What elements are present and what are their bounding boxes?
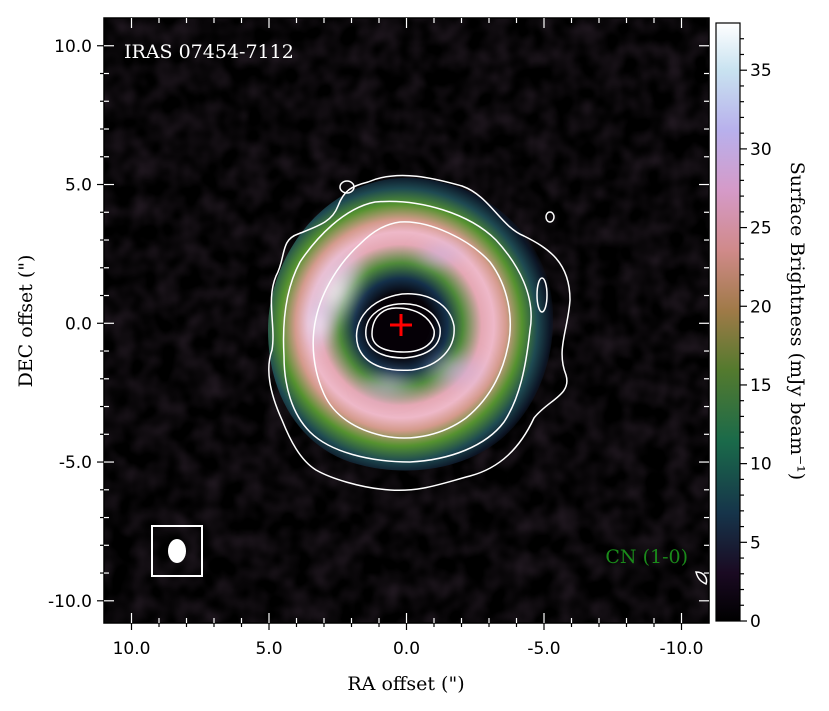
object-label: IRAS 07454-7112 [124, 41, 294, 63]
contour-knot-ne [339, 180, 355, 194]
x-axis-tick-labels: 10.0 5.0 0.0 -5.0 -10.0 [113, 639, 704, 659]
contour-middle [282, 200, 532, 463]
bright-knot-south [354, 368, 422, 404]
y-tick-label: -10.0 [48, 592, 92, 612]
colorbar-tick-labels: 0 5 10 15 20 25 30 35 [750, 61, 772, 632]
contour-lines [268, 174, 708, 586]
x-axis-ticks [130, 18, 683, 630]
x-axis-title: RA offset (") [347, 673, 464, 695]
contour-corner-sw [695, 571, 708, 586]
contour-cavity-outer [355, 293, 455, 372]
bright-knot-north [410, 239, 470, 271]
colorbar-tick-label: 5 [750, 533, 761, 553]
contour-outer [268, 174, 571, 492]
bright-limb-east [302, 295, 334, 355]
y-tick-label: -5.0 [59, 453, 92, 473]
colorbar [715, 22, 741, 622]
bright-knot-southwest [419, 348, 491, 392]
colorbar-tick-label: 30 [750, 140, 772, 160]
y-tick-label: 0.0 [65, 314, 92, 334]
line-label: CN (1-0) [605, 546, 688, 568]
colorbar-tick-label: 0 [750, 612, 761, 632]
beam-ellipse [168, 539, 186, 563]
colorbar-tick-label: 25 [750, 219, 772, 239]
colorbar-ticks [740, 38, 747, 622]
center-marker [390, 314, 412, 336]
y-axis-ticks [97, 45, 709, 602]
x-tick-label: 0.0 [393, 639, 420, 659]
colorbar-tick-label: 15 [750, 376, 772, 396]
colorbar-title: Surface Brightness (mJy beam⁻¹) [786, 162, 808, 480]
x-tick-label: 5.0 [255, 639, 282, 659]
y-tick-label: 10.0 [54, 37, 92, 57]
contour-knot-w [545, 211, 555, 223]
contour-inner [312, 221, 511, 439]
x-tick-label: -10.0 [660, 639, 704, 659]
x-tick-label: 10.0 [113, 639, 151, 659]
contour-cavity-mid [365, 303, 441, 359]
colorbar-tick-label: 20 [750, 297, 772, 317]
colorbar-tick-label: 10 [750, 455, 772, 475]
x-tick-label: -5.0 [527, 639, 560, 659]
beam-box [151, 525, 203, 577]
y-tick-label: 5.0 [65, 176, 92, 196]
contour-cavity-inner [371, 307, 435, 353]
y-axis-tick-labels: 10.0 5.0 0.0 -5.0 -10.0 [48, 37, 92, 612]
contour-knot-w2 [536, 277, 548, 313]
colorbar-tick-label: 35 [750, 61, 772, 81]
y-axis-title: DEC offset (") [15, 255, 37, 388]
